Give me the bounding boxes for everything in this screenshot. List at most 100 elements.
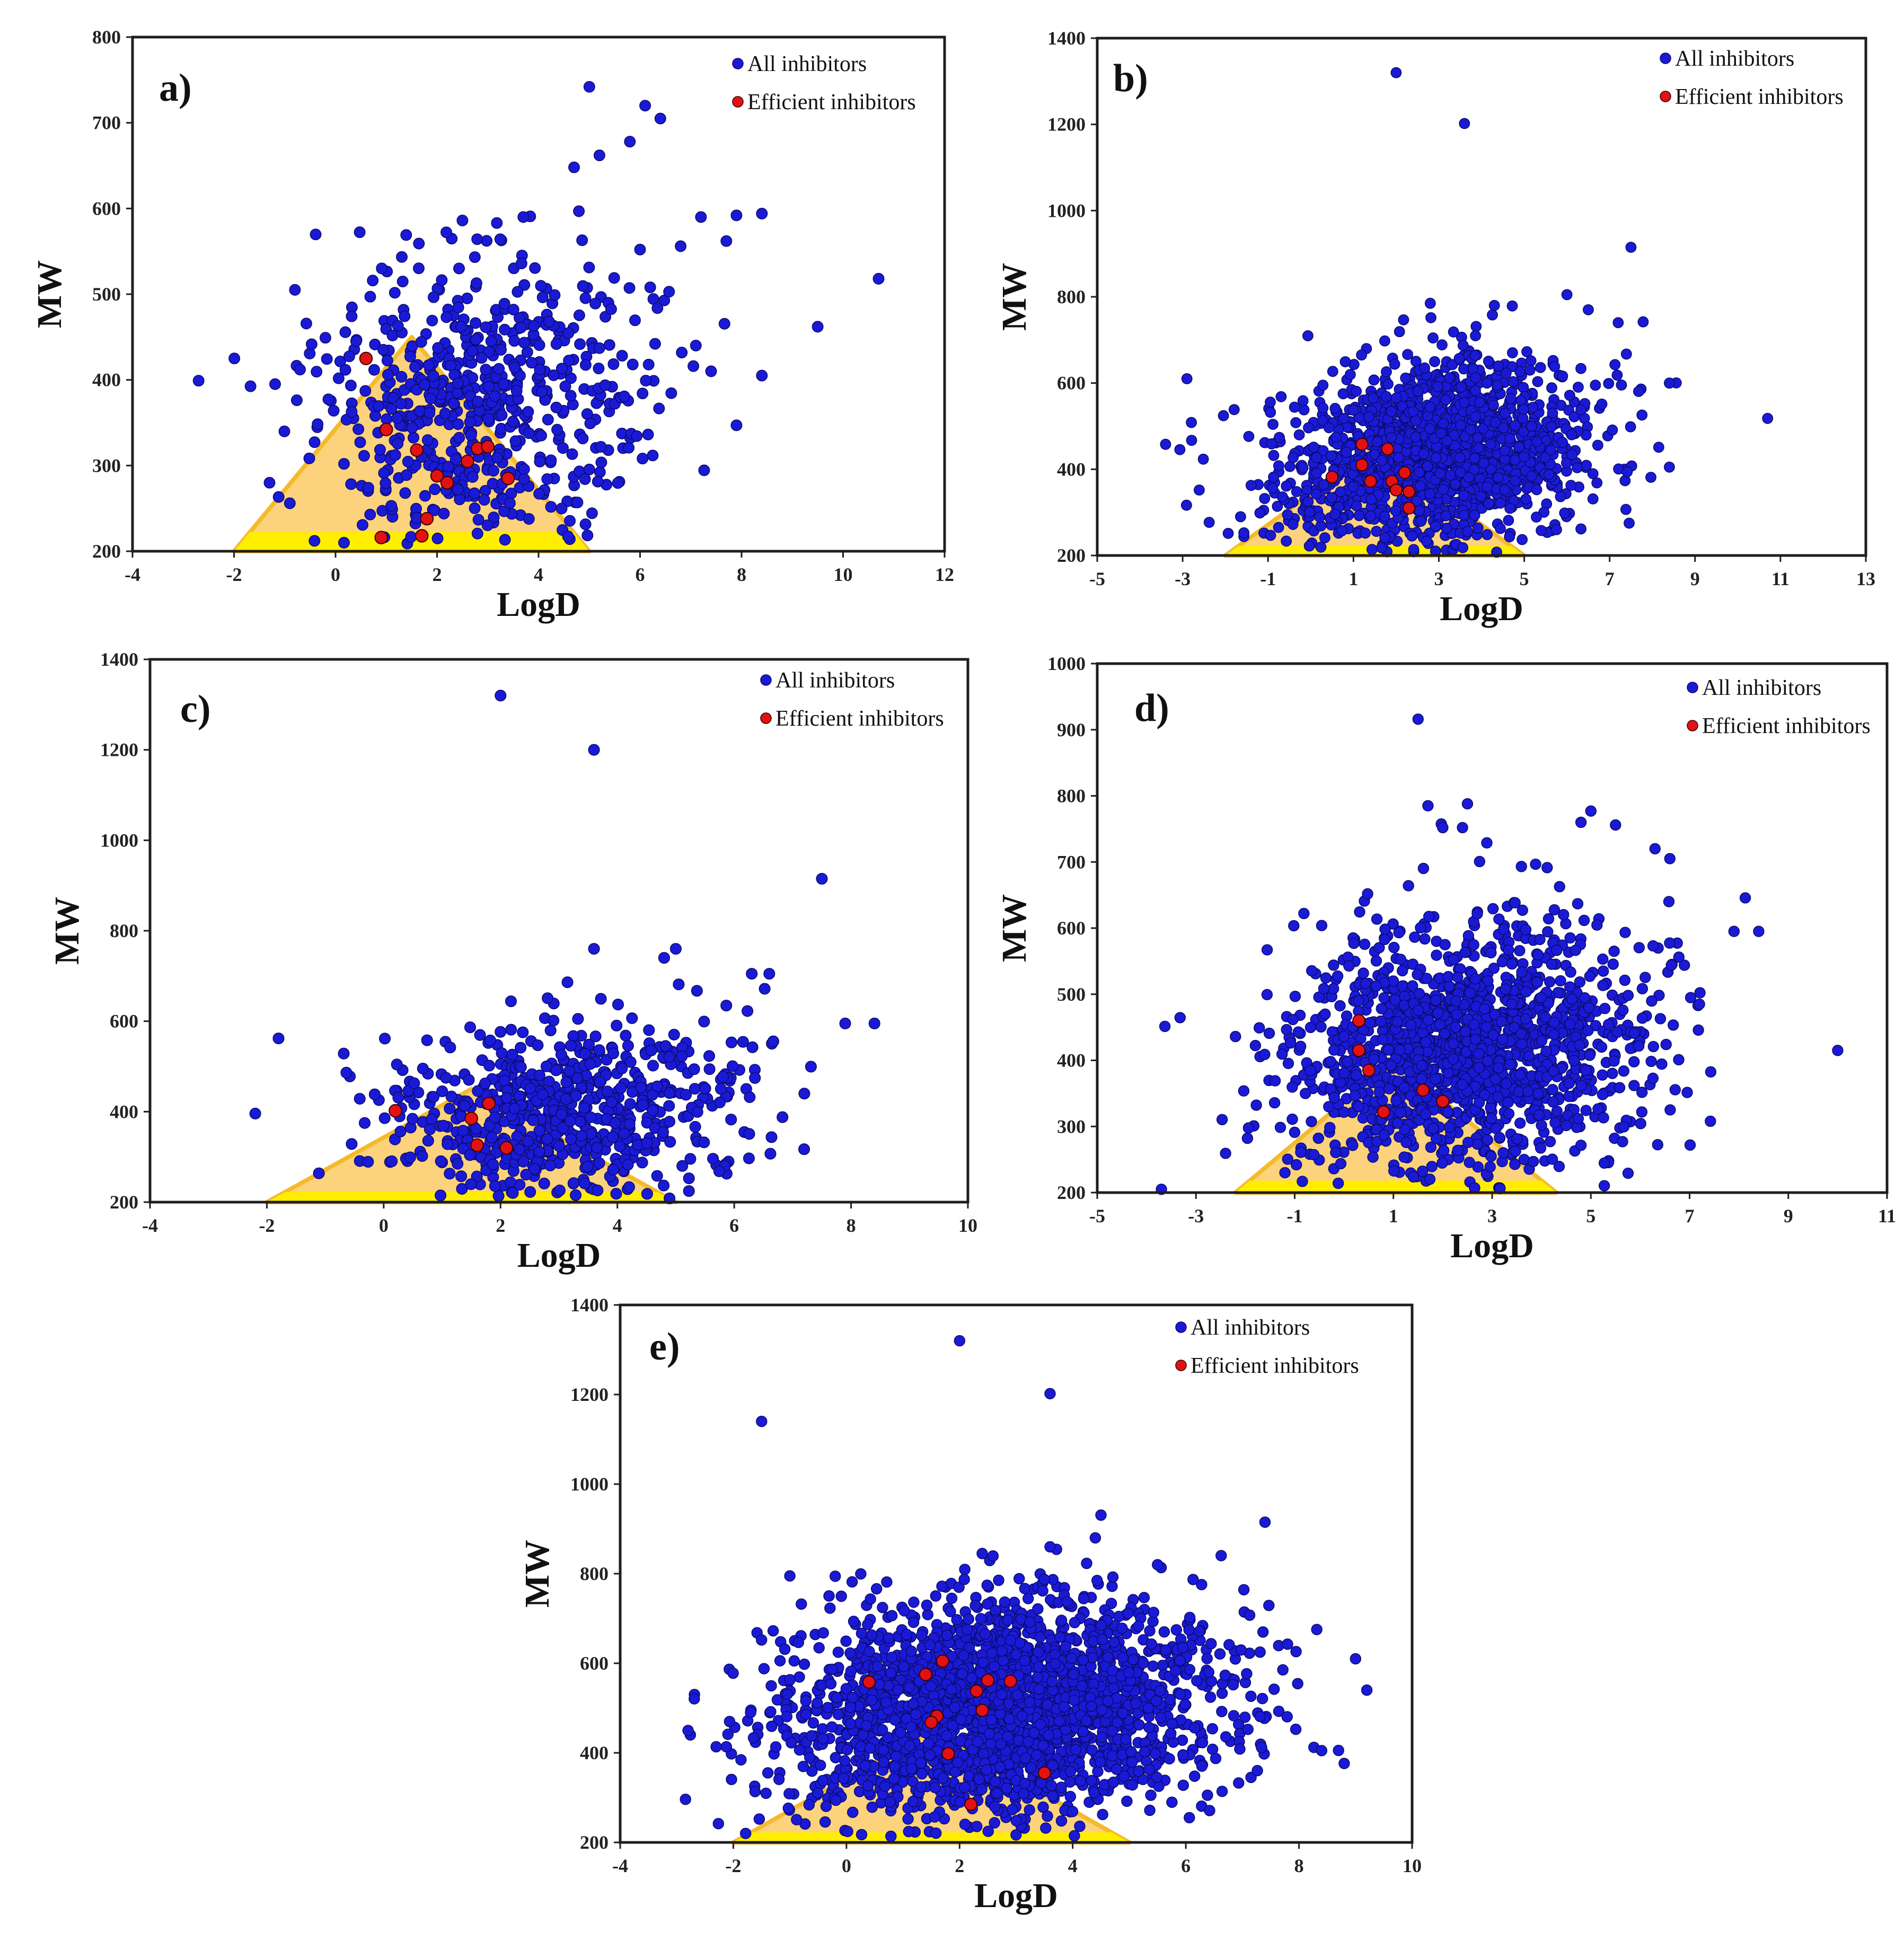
all-inhibitor-point (1317, 402, 1329, 414)
all-inhibitor-point (1158, 1626, 1170, 1638)
all-inhibitor-point (1458, 363, 1469, 375)
all-inhibitor-point (1238, 527, 1250, 539)
all-inhibitor-point (1584, 1049, 1596, 1061)
x-tick-label: 5 (1520, 568, 1529, 589)
all-inhibitor-point (1273, 460, 1284, 472)
all-inhibitor-point (358, 1117, 371, 1129)
all-inhibitor-point (1608, 946, 1620, 957)
all-inhibitor-point (1505, 393, 1517, 404)
all-inhibitor-point (1663, 377, 1675, 389)
all-inhibitor-point (1430, 452, 1442, 464)
all-inhibitor-point (1287, 1013, 1299, 1026)
all-inhibitor-point (1619, 974, 1630, 986)
all-inhibitor-point (1424, 1174, 1436, 1185)
all-inhibitor-point (1506, 998, 1518, 1010)
efficient-inhibitor-point (1402, 501, 1416, 515)
all-inhibitor-point (1427, 332, 1439, 344)
legend-all-inhibitors-label: All inhibitors (1675, 47, 1794, 71)
all-inhibitor-point (1518, 1153, 1530, 1166)
all-inhibitor-point (1487, 903, 1499, 915)
all-inhibitor-point (1591, 477, 1603, 489)
all-inhibitor-point (1379, 923, 1391, 935)
panel-d: -5 -3 -1 1 3 5 7 9 11 20030040050060070080090010… (995, 653, 1896, 1265)
all-inhibitor-point (1544, 1136, 1556, 1148)
all-inhibitor-point (1386, 431, 1397, 443)
x-tick-label: -1 (1260, 568, 1276, 589)
all-inhibitor-point (1653, 442, 1664, 453)
all-inhibitor-point (579, 473, 591, 485)
all-inhibitor-point (1400, 1136, 1412, 1149)
all-inhibitor-point (1598, 965, 1609, 977)
all-inhibitor-point (763, 968, 775, 980)
all-inhibitor-point (1546, 421, 1557, 433)
all-inhibitor-point (421, 1034, 433, 1046)
all-inhibitor-point (1522, 1086, 1534, 1097)
all-inhibitor-point (533, 1069, 545, 1081)
all-inhibitor-point (548, 1014, 560, 1027)
all-inhibitor-point (556, 1108, 568, 1121)
all-inhibitor-point (1318, 983, 1330, 994)
all-inhibitor-point (1316, 920, 1328, 931)
all-inhibitor-point (1555, 975, 1566, 987)
all-inhibitor-point (1333, 1177, 1344, 1189)
y-tick-label: 400 (1057, 458, 1086, 480)
all-inhibitor-point (725, 1114, 737, 1126)
all-inhibitor-point (1334, 1000, 1346, 1012)
all-inhibitor-point (1351, 1069, 1362, 1081)
all-inhibitor-point (1660, 1038, 1672, 1051)
all-inhibitor-point (1298, 907, 1310, 920)
all-inhibitor-point (1413, 466, 1425, 478)
all-inhibitor-point (405, 531, 417, 543)
all-inhibitor-point (354, 226, 366, 239)
all-inhibitor-point (577, 280, 589, 292)
all-inhibitor-point (1637, 316, 1649, 328)
all-inhibitor-point (1470, 372, 1482, 384)
all-inhibitor-point (626, 1012, 638, 1025)
all-inhibitor-point (1536, 525, 1547, 536)
all-inhibitor-point (1570, 945, 1581, 956)
all-inhibitor-point (1325, 1056, 1336, 1067)
all-inhibitor-point (636, 1157, 648, 1169)
all-inhibitor-point (1181, 373, 1193, 384)
all-inhibitor-point (593, 342, 605, 354)
all-inhibitor-point (1351, 385, 1362, 397)
all-inhibitor-point (691, 1106, 703, 1118)
all-inhibitor-point (1390, 392, 1402, 404)
all-inhibitor-point (385, 403, 398, 415)
all-inhibitor-point (1564, 932, 1576, 944)
all-inhibitor-point (454, 493, 466, 506)
all-inhibitor-point (564, 515, 576, 527)
all-inhibitor-point (455, 1170, 468, 1183)
legend-all-inhibitors-label: All inhibitors (747, 52, 867, 76)
all-inhibitor-point (1254, 507, 1266, 519)
panel-b-label: b) (1113, 57, 1148, 100)
all-inhibitor-point (1443, 981, 1456, 992)
all-inhibitor-point (556, 502, 568, 515)
all-inhibitor-point (762, 1767, 774, 1779)
all-inhibitor-point (1297, 1176, 1308, 1187)
all-inhibitor-point (576, 234, 588, 246)
all-inhibitor-point (394, 1125, 407, 1137)
all-inhibitor-point (1483, 356, 1494, 367)
efficient-inhibitor-point (501, 471, 515, 486)
all-inhibitor-point (1728, 925, 1740, 937)
x-tick-label: 0 (331, 564, 340, 585)
panel-a-legend: All inhibitors Efficient inhibitors (732, 52, 916, 114)
all-inhibitor-point (1275, 391, 1287, 402)
all-inhibitor-point (352, 423, 365, 435)
all-inhibitor-point (1268, 471, 1280, 483)
efficient-inhibitor-point (481, 440, 495, 454)
all-inhibitor-point (1347, 404, 1359, 416)
all-inhibitor-point (522, 405, 534, 418)
all-inhibitor-point (1503, 515, 1514, 526)
all-inhibitor-point (1419, 362, 1431, 374)
all-inhibitor-point (244, 380, 257, 392)
all-inhibitor-point (535, 429, 547, 442)
all-inhibitor-point (593, 1044, 605, 1056)
all-inhibitor-point (663, 1116, 676, 1128)
all-inhibitor-point (1525, 355, 1537, 367)
all-inhibitor-point (1628, 1027, 1640, 1039)
all-inhibitor-point (1288, 920, 1300, 932)
all-inhibitor-point (489, 1180, 501, 1192)
